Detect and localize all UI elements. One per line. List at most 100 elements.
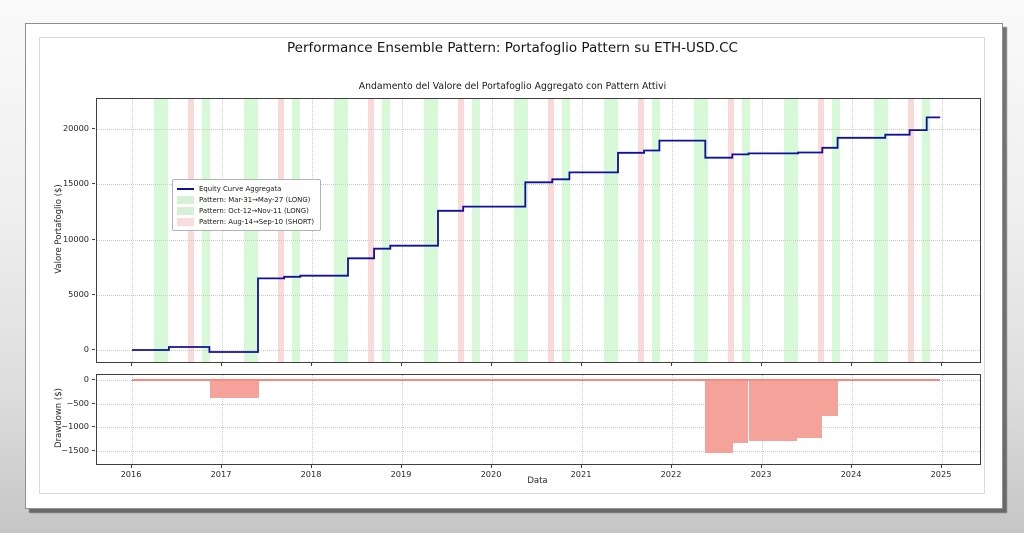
pattern-band-long [784,99,799,362]
equity-curve-line [132,116,941,353]
gridline-horizontal [97,451,980,452]
pattern-band-long [742,99,750,362]
y-tick-label: 15000 [62,178,89,189]
legend-item-pattern-short: Pattern: Aug-14→Sep-10 (SHORT) [177,216,314,227]
drawdown-bar [797,380,823,439]
gridline-vertical [942,375,943,464]
pattern-band-long [514,99,529,362]
y-tick-label: 10000 [62,233,89,244]
gridline-vertical [402,375,403,464]
x-tickmark [851,363,852,366]
x-axis-label: Data [527,476,548,486]
x-tick-label: 2016 [120,469,142,479]
drawdown-bar [822,380,839,416]
x-tick-label: 2023 [750,469,772,479]
pattern-band-short [817,99,825,362]
x-tickmark [671,465,672,468]
drawdown-bar [748,380,798,441]
gridline-vertical [852,99,853,362]
pattern-band-short [547,99,555,362]
gridline-vertical [672,99,673,362]
y-tick-label: 0 [83,344,89,354]
pattern-band-long [694,99,709,362]
x-tickmark [221,465,222,468]
x-tickmark [401,363,402,366]
gridline-vertical [852,375,853,464]
pattern-long-swatch [177,195,194,204]
drawdown-bar [210,380,259,398]
y-tick-label: −1500 [61,445,89,455]
pattern-band-long [472,99,480,362]
legend-label: Pattern: Mar-31→May-27 (LONG) [199,195,311,204]
gridline-horizontal [97,294,980,296]
main-legend: Equity Curve Aggregata Pattern: Mar-31→M… [172,179,322,231]
gridline-horizontal [97,129,980,130]
legend-item-pattern-long-1: Pattern: Mar-31→May-27 (LONG) [177,194,314,205]
x-tickmark [491,465,492,468]
x-tickmark [941,363,942,366]
pattern-band-short [457,99,465,362]
pattern-band-short [367,99,375,362]
x-tickmark [131,465,132,468]
gridline-vertical [582,375,583,464]
x-tick-label: 2022 [660,469,682,479]
pattern-band-short [727,99,735,362]
pattern-band-long [922,99,930,362]
x-tickmark [581,363,582,366]
x-tickmark [761,363,762,366]
drawdown-bar [733,380,749,444]
axes-title: Andamento del Valore del Portafoglio Agg… [358,81,667,92]
y-tick-label: 0 [83,374,89,384]
y-tickmark [92,426,95,428]
x-tickmark [221,363,222,366]
pattern-band-long [562,99,570,362]
pattern-band-long [334,99,349,362]
gridline-horizontal [97,239,980,241]
pattern-long-swatch [177,206,194,215]
legend-label: Equity Curve Aggregata [199,184,282,193]
figure-inner-frame [39,37,985,494]
pattern-short-swatch [177,217,194,226]
gridline-horizontal [97,184,980,186]
y-tickmark [92,238,95,240]
y-tickmark [92,379,95,380]
y-tickmark [92,450,95,451]
pattern-band-short [637,99,645,362]
gridline-vertical [132,375,133,464]
legend-item-equity: Equity Curve Aggregata [177,183,314,194]
x-tick-label: 2017 [210,469,232,479]
drawdown-bar [705,380,734,454]
equity-line-swatch [177,187,194,190]
y-tick-label: 20000 [62,123,89,133]
pattern-band-long [832,99,840,362]
legend-label: Pattern: Aug-14→Sep-10 (SHORT) [199,217,315,226]
y-tickmark [92,183,95,185]
pattern-band-long [604,99,619,362]
main-chart-area: Equity Curve Aggregata Pattern: Mar-31→M… [96,98,981,363]
y-tick-label: −500 [66,397,90,408]
x-tickmark [941,465,942,468]
pattern-band-short [907,99,915,362]
y-tick-label: 5000 [68,288,89,299]
legend-label: Pattern: Oct-12→Nov-11 (LONG) [199,206,309,215]
x-tick-label: 2020 [480,469,502,479]
gridline-vertical [132,99,133,362]
gridline-vertical [762,99,763,362]
x-tickmark [311,363,312,366]
gridline-vertical [942,99,943,362]
figure-window: Performance Ensemble Pattern: Portafogli… [25,23,1003,509]
x-tickmark [581,465,582,468]
gridline-horizontal [97,403,980,405]
y-tickmark [92,293,95,295]
y-tick-label: −1000 [61,421,89,432]
pattern-band-long [154,99,169,362]
gridline-horizontal [97,350,980,351]
x-tickmark [671,363,672,366]
gridline-vertical [582,99,583,362]
x-tickmark [131,363,132,366]
x-tickmark [401,465,402,468]
gridline-vertical [312,375,313,464]
gridline-horizontal [97,380,980,381]
gridline-vertical [402,99,403,362]
